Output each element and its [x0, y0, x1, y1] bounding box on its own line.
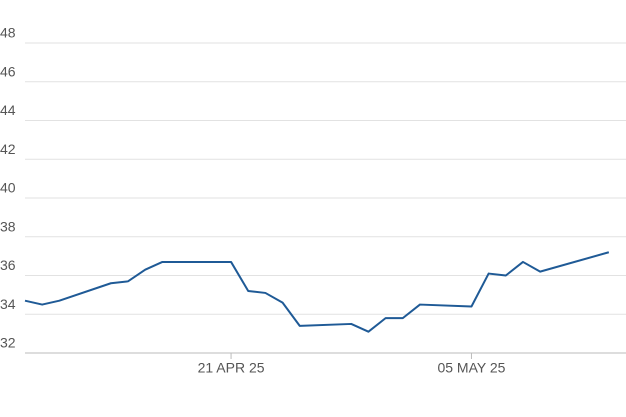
price-line — [24, 251, 610, 333]
y-tick-label: 38 — [0, 218, 16, 234]
y-tick-label: 44 — [0, 102, 16, 118]
y-tick-label: 32 — [0, 335, 16, 351]
y-tick-label: 48 — [0, 25, 16, 41]
y-tick-label: 40 — [0, 180, 16, 196]
x-tick-label: 05 MAY 25 — [437, 360, 505, 376]
y-tick-label: 36 — [0, 257, 16, 273]
y-tick-label: 42 — [0, 141, 16, 157]
y-tick-label: 46 — [0, 63, 16, 79]
y-tick-label: 34 — [0, 296, 16, 312]
x-tick-label: 21 APR 25 — [198, 360, 265, 376]
